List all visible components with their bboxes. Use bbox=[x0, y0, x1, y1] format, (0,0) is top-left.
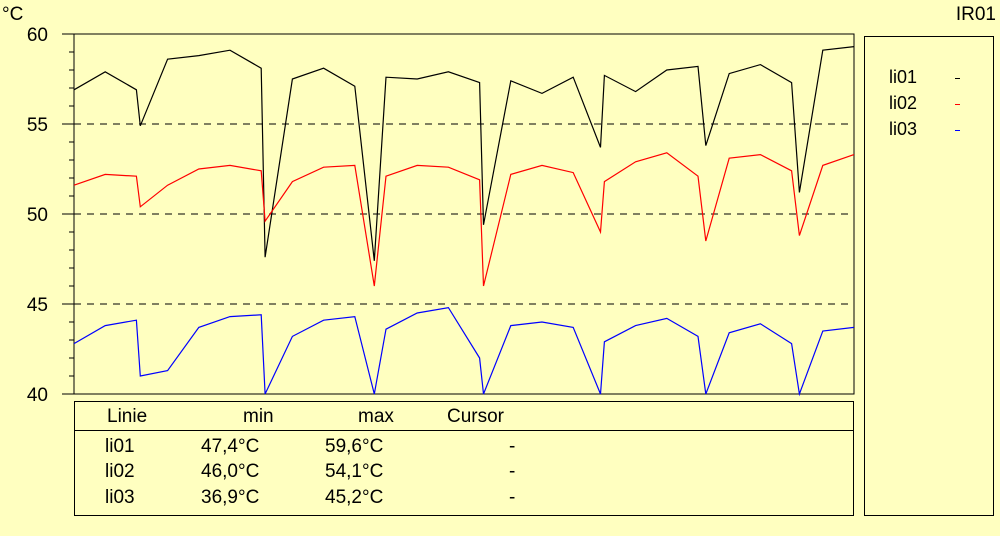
legend-label: li03 bbox=[889, 119, 918, 139]
row-line: li01 bbox=[105, 436, 135, 457]
y-axis-label: °C bbox=[2, 4, 23, 25]
row-cursor: - bbox=[509, 487, 516, 508]
table-row: li03 36,9°C 45,2°C - bbox=[75, 486, 853, 510]
row-min: 36,9°C bbox=[201, 487, 260, 508]
stats-table: Linie min max Cursor li01 47,4°C 59,6°C … bbox=[74, 401, 854, 516]
legend: li01 li02 li03 bbox=[864, 36, 994, 516]
y-tick-label: 40 bbox=[27, 385, 48, 406]
y-tick-label: 60 bbox=[27, 25, 48, 46]
legend-label: li02 bbox=[889, 93, 918, 113]
legend-item-li02: li02 bbox=[889, 93, 917, 114]
legend-item-li01: li01 bbox=[889, 67, 917, 88]
row-cursor: - bbox=[509, 436, 516, 457]
chart-title: IR01 bbox=[956, 4, 996, 25]
row-min: 46,0°C bbox=[201, 461, 260, 482]
row-max: 54,1°C bbox=[325, 461, 384, 482]
row-line: li03 bbox=[105, 487, 135, 508]
legend-item-li03: li03 bbox=[889, 119, 917, 140]
legend-swatch-li03 bbox=[955, 130, 960, 131]
table-header-row: Linie min max Cursor bbox=[75, 405, 853, 429]
row-min: 47,4°C bbox=[201, 436, 260, 457]
header-max: max bbox=[358, 406, 394, 427]
y-tick-label: 55 bbox=[27, 115, 48, 136]
table-row: li02 46,0°C 54,1°C - bbox=[75, 460, 853, 484]
row-max: 59,6°C bbox=[325, 436, 384, 457]
series-line-li02 bbox=[73, 152, 855, 287]
legend-swatch-li02 bbox=[955, 104, 960, 105]
table-divider bbox=[75, 430, 853, 431]
row-max: 45,2°C bbox=[325, 487, 384, 508]
header-min: min bbox=[243, 406, 274, 427]
y-tick-label: 50 bbox=[27, 205, 48, 226]
series-line-li03 bbox=[73, 306, 855, 397]
series-line-li01 bbox=[73, 46, 855, 261]
header-line: Linie bbox=[107, 406, 148, 427]
table-row: li01 47,4°C 59,6°C - bbox=[75, 435, 853, 459]
row-line: li02 bbox=[105, 461, 135, 482]
legend-label: li01 bbox=[889, 67, 918, 87]
y-tick-label: 45 bbox=[27, 295, 48, 316]
legend-swatch-li01 bbox=[955, 78, 960, 79]
header-cursor: Cursor bbox=[447, 406, 505, 427]
row-cursor: - bbox=[509, 461, 516, 482]
